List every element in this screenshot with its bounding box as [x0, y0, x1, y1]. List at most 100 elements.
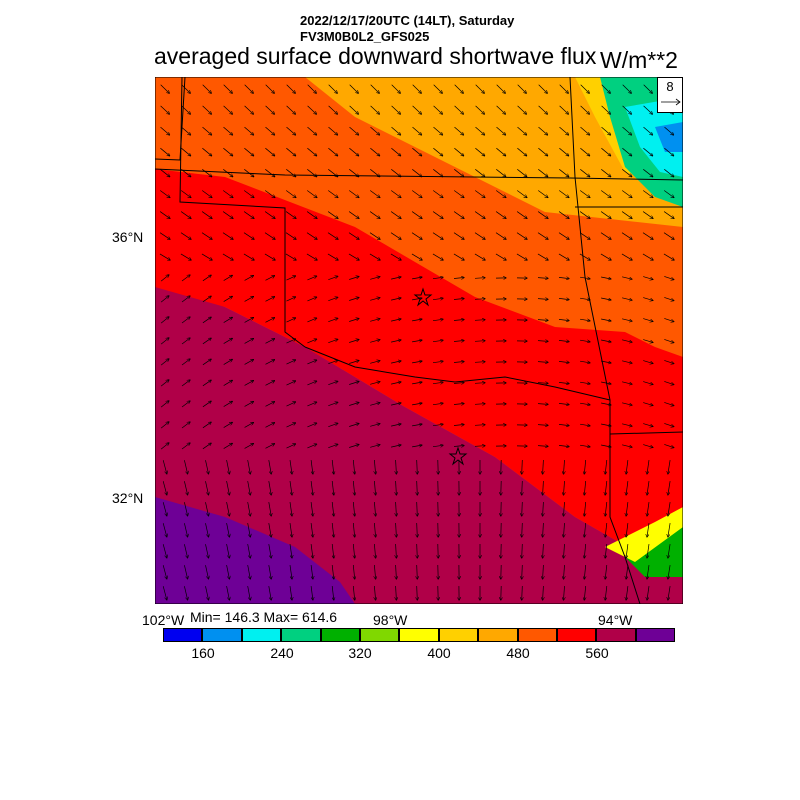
wind-arrow [307, 105, 317, 114]
wind-arrow [328, 423, 337, 428]
wind-arrow [559, 169, 568, 176]
wind-arrow [664, 276, 673, 279]
wind-arrow [226, 544, 230, 558]
wind-arrow [396, 459, 397, 474]
wind-arrow [558, 232, 569, 240]
wind-arrow [202, 401, 211, 408]
wind-arrow [205, 586, 209, 600]
wind-arrow [564, 501, 565, 516]
wind-arrow [584, 480, 585, 495]
wind-arrow [349, 126, 359, 135]
wind-arrow [391, 403, 401, 406]
wind-arrow [580, 445, 590, 447]
wind-arrow [411, 232, 422, 240]
wind-arrow [522, 543, 523, 558]
colorbar-label: 320 [348, 645, 372, 661]
wind-arrow [475, 147, 484, 156]
wind-arrow [643, 84, 653, 93]
wind-arrow [432, 445, 443, 446]
vector-reference-label: 8 [666, 79, 674, 94]
wind-arrow [605, 480, 607, 495]
wind-arrow [370, 403, 380, 406]
wind-arrow [286, 297, 296, 302]
wind-arrow [643, 360, 653, 364]
wind-arrow [243, 211, 254, 219]
wind-arrow [432, 382, 443, 383]
wind-arrow [543, 522, 544, 537]
wind-arrow [664, 423, 673, 426]
wind-arrow [265, 105, 275, 114]
colorbar-swatch [556, 628, 597, 642]
wind-arrow [622, 360, 632, 363]
wind-arrow [412, 277, 422, 279]
wind-arrow [332, 543, 334, 558]
wind-arrow [580, 361, 590, 363]
wind-arrow [600, 253, 611, 260]
wind-arrow [601, 297, 611, 300]
wind-arrow [454, 84, 464, 93]
wind-arrow [516, 232, 527, 240]
wind-arrow [390, 211, 401, 219]
wind-arrow [584, 522, 585, 537]
colorbar [163, 628, 676, 642]
wind-arrow [412, 424, 422, 426]
wind-arrow [453, 362, 464, 363]
wind-arrow [162, 460, 167, 474]
wind-arrow [184, 460, 187, 474]
wind-arrow [474, 320, 485, 321]
wind-arrow [647, 502, 650, 516]
wind-arrow [374, 522, 375, 537]
wind-arrow [159, 211, 170, 219]
wind-arrow [244, 126, 254, 135]
wind-arrow [496, 105, 506, 114]
wind-arrow [537, 232, 548, 240]
field-band-ne-blue [655, 122, 683, 152]
wind-arrow [474, 425, 485, 426]
wind-arrow [580, 105, 590, 114]
wind-arrow [412, 361, 422, 363]
wind-arrow [286, 169, 295, 176]
wind-arrow [642, 253, 653, 260]
wind-arrow [601, 423, 611, 426]
wind-arrow [474, 362, 485, 363]
wind-arrow [668, 544, 671, 558]
wind-arrow [475, 169, 484, 176]
wind-arrow [433, 126, 443, 135]
wind-arrow [396, 585, 397, 600]
wind-arrow [642, 211, 653, 219]
wind-arrow [310, 544, 313, 558]
wind-arrow [522, 564, 523, 579]
wind-arrow [647, 544, 650, 558]
wind-arrow [559, 126, 569, 135]
wind-arrow [244, 339, 254, 344]
wind-arrow [495, 211, 506, 219]
wind-arrow [432, 190, 443, 198]
wind-arrow [226, 565, 230, 579]
wind-arrow [643, 297, 653, 301]
wind-arrow [580, 298, 590, 300]
wind-arrow [558, 361, 569, 362]
wind-arrow [622, 126, 632, 135]
wind-arrow [332, 501, 334, 516]
wind-arrow [181, 147, 190, 156]
wind-arrow [664, 402, 673, 405]
wind-arrow [306, 232, 317, 240]
wind-arrow [432, 253, 443, 260]
wind-arrow [205, 502, 209, 516]
wind-arrow [160, 380, 169, 387]
wind-arrow [184, 502, 187, 516]
wind-arrow [327, 190, 338, 198]
wind-arrow [353, 459, 354, 474]
wind-arrow [181, 275, 190, 282]
wind-arrow [201, 190, 212, 198]
wind-arrow [310, 460, 313, 474]
wind-arrow [223, 169, 232, 176]
wind-arrow [432, 424, 443, 425]
wind-arrow [247, 544, 251, 558]
wind-arrow [621, 211, 632, 219]
wind-arrow [307, 381, 316, 386]
wind-arrow [432, 232, 443, 240]
wind-arrow [417, 522, 418, 537]
wind-arrow [162, 565, 167, 579]
wind-arrow [244, 444, 254, 449]
